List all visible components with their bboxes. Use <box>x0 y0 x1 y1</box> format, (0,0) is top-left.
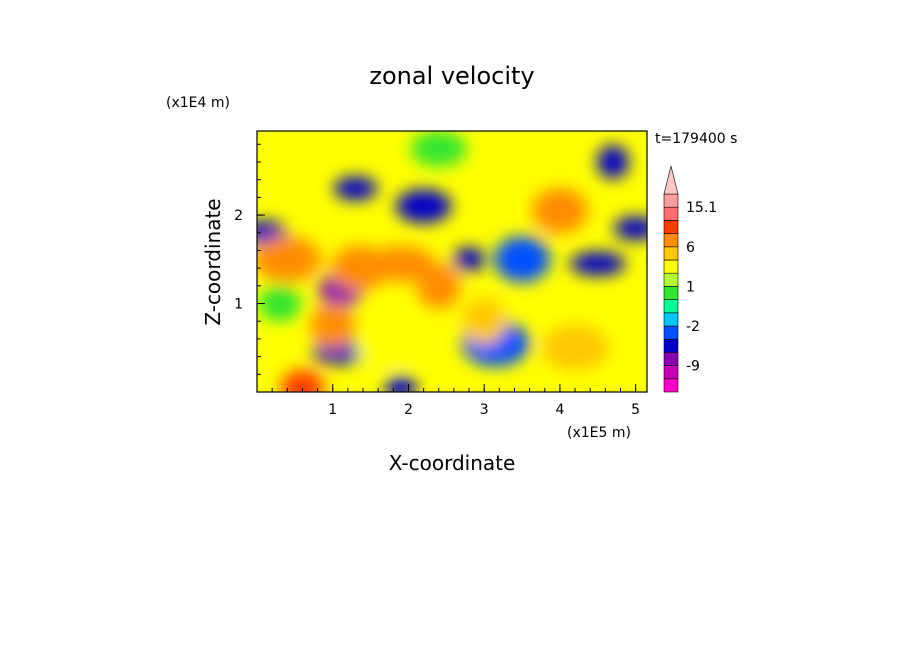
colorbar-swatch <box>663 325 679 340</box>
field-feature <box>596 144 629 179</box>
field-feature <box>310 302 355 349</box>
field-feature <box>384 375 417 392</box>
field-feature <box>613 216 647 241</box>
colorbar-swatch <box>663 233 679 248</box>
field-feature <box>541 324 610 371</box>
time-label: t=179400 s <box>655 131 737 147</box>
colorbar-swatch <box>663 246 679 261</box>
colorbar-swatch <box>663 220 679 234</box>
colorbar-swatch <box>663 299 679 314</box>
colorbar-swatch <box>663 312 679 327</box>
colorbar-swatch <box>663 338 679 353</box>
colorbar-swatch <box>663 193 679 208</box>
colorbar-swatch <box>663 352 679 366</box>
field-feature <box>257 285 302 322</box>
colorbar-swatch <box>663 378 679 393</box>
colorbar-label: 1 <box>686 279 695 295</box>
field-feature <box>416 262 461 309</box>
field-feature <box>462 298 507 345</box>
colorbar-label: -2 <box>686 319 700 335</box>
field-feature <box>494 236 551 283</box>
colorbar-label: 15.1 <box>686 200 717 216</box>
colorbar-extension <box>663 165 679 195</box>
field-feature <box>569 251 626 276</box>
field-feature <box>453 247 486 272</box>
colorbar-swatch <box>663 259 679 274</box>
plot-area <box>257 131 647 392</box>
x-tick-label: 2 <box>404 402 413 418</box>
colorbar-swatch <box>663 365 679 380</box>
field-feature <box>280 369 325 392</box>
x-tick-label: 4 <box>555 402 564 418</box>
y-tick-label: 2 <box>234 208 243 224</box>
y-unit-label: (x1E4 m) <box>166 95 230 111</box>
field-feature <box>355 329 424 366</box>
x-unit-label: (x1E5 m) <box>567 425 631 441</box>
colorbar-label: -9 <box>686 359 700 375</box>
field-feature <box>366 245 435 282</box>
x-tick-label: 5 <box>631 402 640 418</box>
y-tick-label: 1 <box>234 297 243 313</box>
colorbar-swatch <box>663 206 679 221</box>
plot-frame <box>256 130 648 393</box>
field-feature <box>257 236 322 283</box>
x-tick-label: 3 <box>480 402 489 418</box>
field-feature <box>333 176 378 201</box>
colorbar: 15.1 6 1 -2 -9 <box>663 165 717 393</box>
colorbar-swatch <box>663 286 679 300</box>
field-feature <box>395 189 452 224</box>
field-feature <box>531 187 588 234</box>
colorbar-label: 6 <box>686 240 695 256</box>
field-feature <box>410 131 467 167</box>
x-axis-label: X-coordinate <box>389 451 516 475</box>
y-axis-label: Z-coordinate <box>201 198 225 325</box>
chart-title: zonal velocity <box>369 62 534 90</box>
colorbar-swatch <box>663 272 679 287</box>
x-tick-label: 1 <box>328 402 337 418</box>
